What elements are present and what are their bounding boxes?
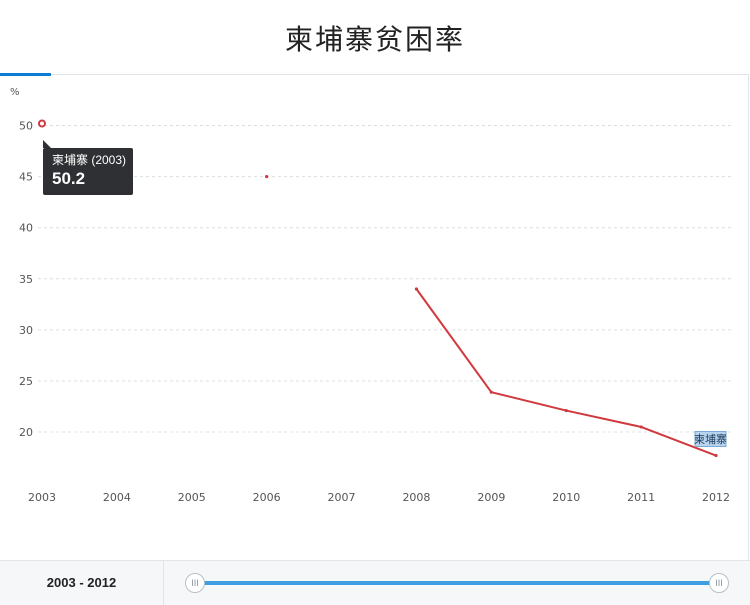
series-line-segment	[415, 288, 493, 393]
range-slider-end-handle[interactable]: III	[709, 573, 729, 593]
tooltip-label: 柬埔寨 (2003)	[52, 153, 127, 167]
data-point	[489, 390, 493, 394]
y-tick-label: 40	[19, 222, 33, 235]
x-tick-label: 2004	[103, 491, 131, 504]
range-slider-start-handle[interactable]: III	[185, 573, 205, 593]
data-point	[639, 425, 643, 429]
y-axis-unit: %	[10, 87, 20, 98]
y-tick-label: 25	[19, 375, 33, 388]
range-footer: 2003 - 2012 III III	[0, 560, 750, 605]
series-end-label: 柬埔寨	[694, 432, 727, 446]
data-point-highlighted	[38, 119, 46, 128]
range-slider-track[interactable]	[195, 581, 719, 585]
series-line-segment	[640, 425, 717, 457]
series-line-segment	[566, 409, 642, 428]
tab-indicator[interactable]	[0, 73, 51, 76]
tooltip-value: 50.2	[52, 169, 86, 188]
series-line-segment	[491, 391, 567, 412]
x-tick-label: 2008	[402, 491, 430, 504]
series-end-label-box	[694, 431, 727, 448]
tooltip-arrow	[43, 140, 51, 148]
x-tick-label: 2007	[328, 491, 356, 504]
chart-frame	[0, 74, 749, 560]
page-title: 柬埔寨贫困率	[284, 23, 465, 56]
y-tick-label: 30	[19, 324, 33, 337]
x-tick-label: 2003	[28, 491, 56, 504]
year-range-label: 2003 - 2012	[0, 561, 164, 605]
x-tick-label: 2010	[552, 491, 580, 504]
line-chart: % 20 25 30 35 40 45 50 2003 2004 2005 2006 2007 2008 2…	[10, 87, 733, 504]
x-tick-label: 2011	[627, 491, 655, 504]
x-tick-label: 2009	[477, 491, 505, 504]
x-tick-label: 2005	[178, 491, 206, 504]
data-point	[414, 287, 419, 291]
data-tooltip: 柬埔寨 (2003) 50.2	[43, 140, 133, 195]
data-point	[564, 408, 568, 413]
data-point	[714, 453, 718, 458]
data-point	[265, 175, 269, 179]
y-tick-label: 20	[19, 426, 33, 439]
y-tick-label: 45	[19, 171, 33, 184]
y-tick-label: 35	[19, 273, 33, 286]
x-tick-label: 2006	[253, 491, 281, 504]
y-tick-label: 50	[19, 120, 33, 133]
x-tick-label: 2012	[702, 491, 730, 504]
